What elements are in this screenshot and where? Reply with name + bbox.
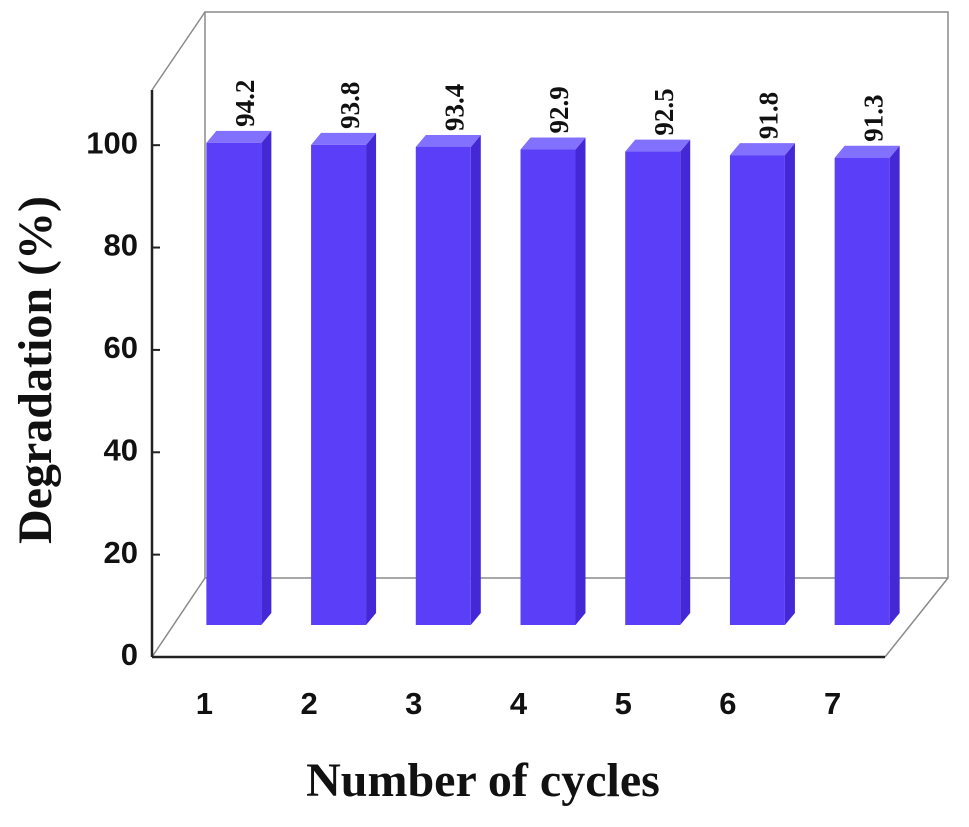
y-tick-label: 40 [104,432,138,467]
x-tick-label: 5 [615,686,632,721]
bar [520,149,576,625]
bar [625,151,681,625]
bar [206,142,262,625]
floor-edge [884,577,949,658]
bar-side [680,139,691,625]
x-tick-label: 3 [405,686,422,721]
y-tick-label: 80 [104,228,138,263]
y-tick-label: 20 [104,535,138,570]
y-tick-label: 0 [121,637,138,672]
value-label: 92.5 [649,88,679,135]
bar-side [366,132,377,625]
x-tick-label: 1 [196,686,213,721]
value-label: 93.8 [335,82,365,129]
x-axis-title: Number of cycles [306,754,660,807]
bar-side [784,143,795,625]
bar [415,146,471,625]
bar-top [415,134,481,147]
back-wall [204,11,949,579]
y-axis-title: Degradation (%) [9,196,62,544]
bar-top [206,130,272,143]
value-label: 93.4 [439,84,469,131]
bar-top [311,132,377,145]
floor-edge [151,577,206,658]
y-tick-label: 100 [86,125,138,160]
x-tick-label: 2 [300,686,317,721]
bar-top [834,145,900,158]
bar-side [470,134,481,625]
x-tick-label: 4 [510,686,528,721]
bar [729,155,785,625]
bar [834,157,890,625]
value-label: 91.3 [858,94,888,141]
bar-top [729,143,795,156]
bar-side [261,130,272,625]
bar-side [575,137,586,625]
value-label: 94.2 [230,80,260,127]
y-tick-label: 60 [104,330,138,365]
wall-edge [151,11,206,91]
bar-side [889,145,900,625]
bar [311,144,367,625]
bar-top [625,139,691,152]
value-label: 92.9 [544,86,574,133]
bar-top [520,137,586,150]
x-tick-label: 7 [824,686,841,721]
value-label: 91.8 [754,92,784,139]
x-tick-label: 6 [719,686,736,721]
frame [151,11,949,658]
